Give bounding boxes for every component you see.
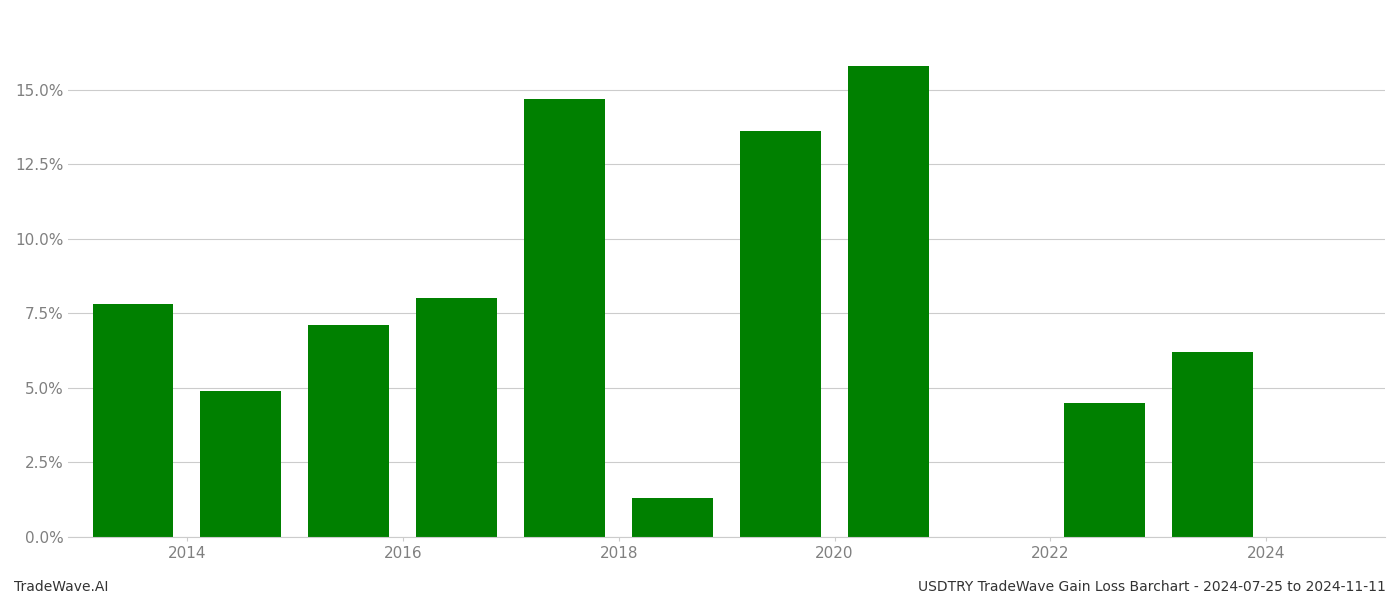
Bar [1172, 352, 1253, 537]
Bar [524, 98, 605, 537]
Bar [416, 298, 497, 537]
Text: TradeWave.AI: TradeWave.AI [14, 580, 108, 594]
Text: USDTRY TradeWave Gain Loss Barchart - 2024-07-25 to 2024-11-11: USDTRY TradeWave Gain Loss Barchart - 20… [918, 580, 1386, 594]
Bar [848, 66, 930, 537]
Bar [741, 131, 820, 537]
Bar [1064, 403, 1145, 537]
Bar [633, 498, 713, 537]
Bar [92, 304, 174, 537]
Bar [308, 325, 389, 537]
Bar [200, 391, 281, 537]
